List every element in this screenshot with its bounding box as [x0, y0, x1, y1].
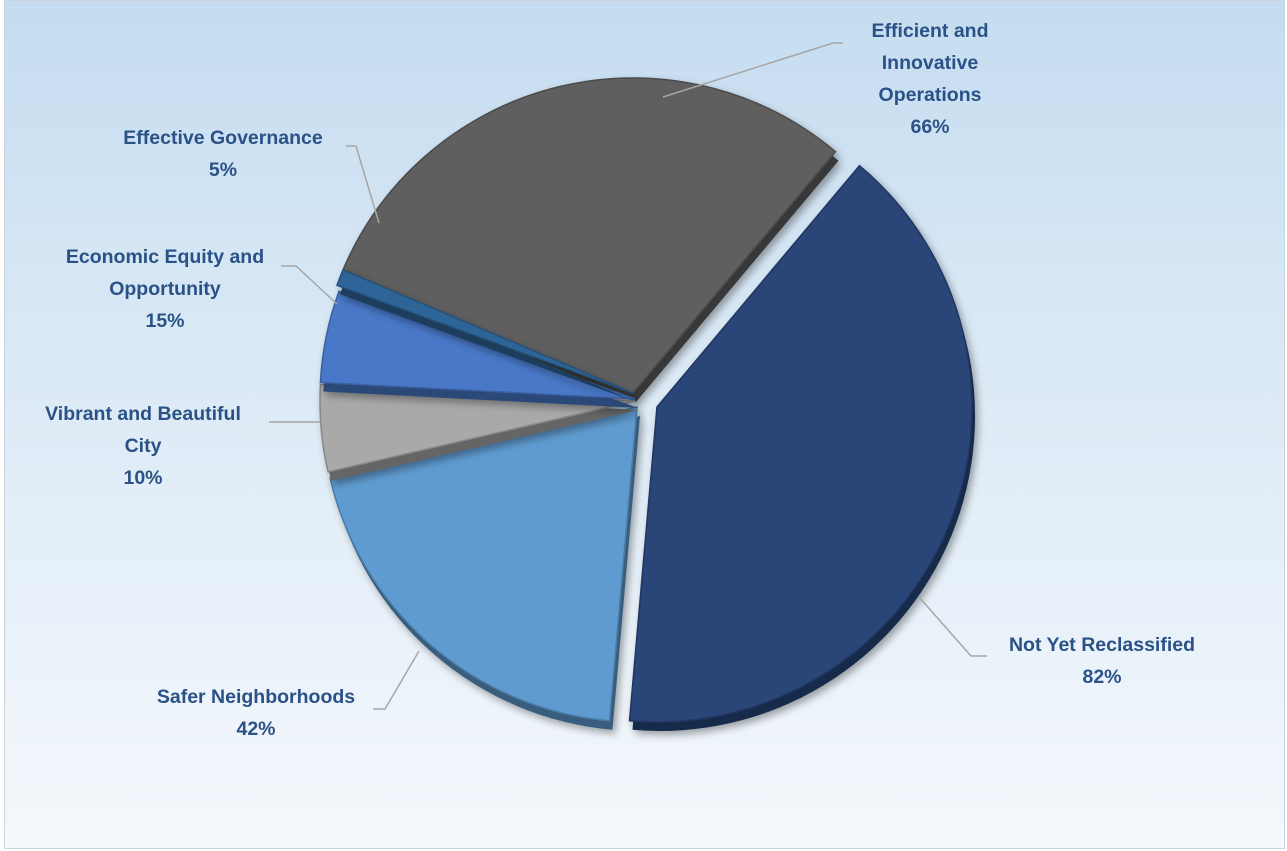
pie-slice-not-yet-reclassified [628, 164, 976, 732]
leader-line-efficient-operations [662, 42, 843, 98]
pie-slice-safer-neighborhoods-face [329, 406, 638, 722]
pie-chart [269, 42, 987, 732]
slice-label-text-line: Efficient and [871, 20, 989, 42]
slice-label-not-yet-reclassified: Not Yet Reclassified 82% [972, 629, 1232, 693]
slice-label-text-line: Opportunity [109, 278, 221, 300]
slice-label-text-line: Safer Neighborhoods [156, 686, 356, 708]
slice-label-text-line: Vibrant and Beautiful [45, 403, 241, 425]
pie-slice-safer-neighborhoods [329, 406, 640, 730]
pie-slice-effective-governance-face [336, 268, 634, 394]
pie-slice-not-yet-reclassified-face [628, 164, 973, 723]
slice-label-text-line: Innovative [881, 52, 979, 74]
slice-value: 66% [910, 116, 950, 138]
slice-label-text-line: Effective Governance [123, 127, 323, 149]
leader-line-not-yet-reclassified [918, 596, 987, 657]
slice-label-economic-equity: Economic Equity and Opportunity 15% [25, 241, 305, 337]
slice-label-safer-neighborhoods: Safer Neighborhoods 42% [126, 681, 386, 745]
slice-value: 5% [208, 159, 238, 181]
pie-slice-vibrant-city-face [319, 383, 636, 473]
slice-label-text-line: City [124, 435, 162, 457]
slice-label-text-line: Operations [878, 84, 982, 106]
pie-slice-vibrant-city [319, 383, 638, 481]
leader-line-safer-neighborhoods [373, 650, 420, 710]
slice-label-vibrant-city: Vibrant and Beautiful City 10% [8, 398, 278, 494]
slice-value: 82% [1082, 666, 1122, 688]
slice-label-text-line: Economic Equity and [65, 246, 265, 268]
slice-value: 15% [145, 310, 185, 332]
leader-line-economic-equity [281, 265, 338, 305]
slice-label-text-line: Not Yet Reclassified [1008, 634, 1196, 656]
slice-label-efficient-operations: Efficient and Innovative Operations 66% [840, 15, 1020, 143]
slice-value: 42% [236, 718, 276, 740]
chart-area: Efficient and Innovative Operations 66% … [4, 0, 1285, 849]
pie-slice-efficient-operations-face [342, 77, 837, 394]
slice-label-effective-governance: Effective Governance 5% [93, 122, 353, 186]
pie-slice-effective-governance [336, 268, 636, 402]
leader-line-effective-governance [346, 145, 380, 224]
slice-value: 10% [123, 467, 163, 489]
